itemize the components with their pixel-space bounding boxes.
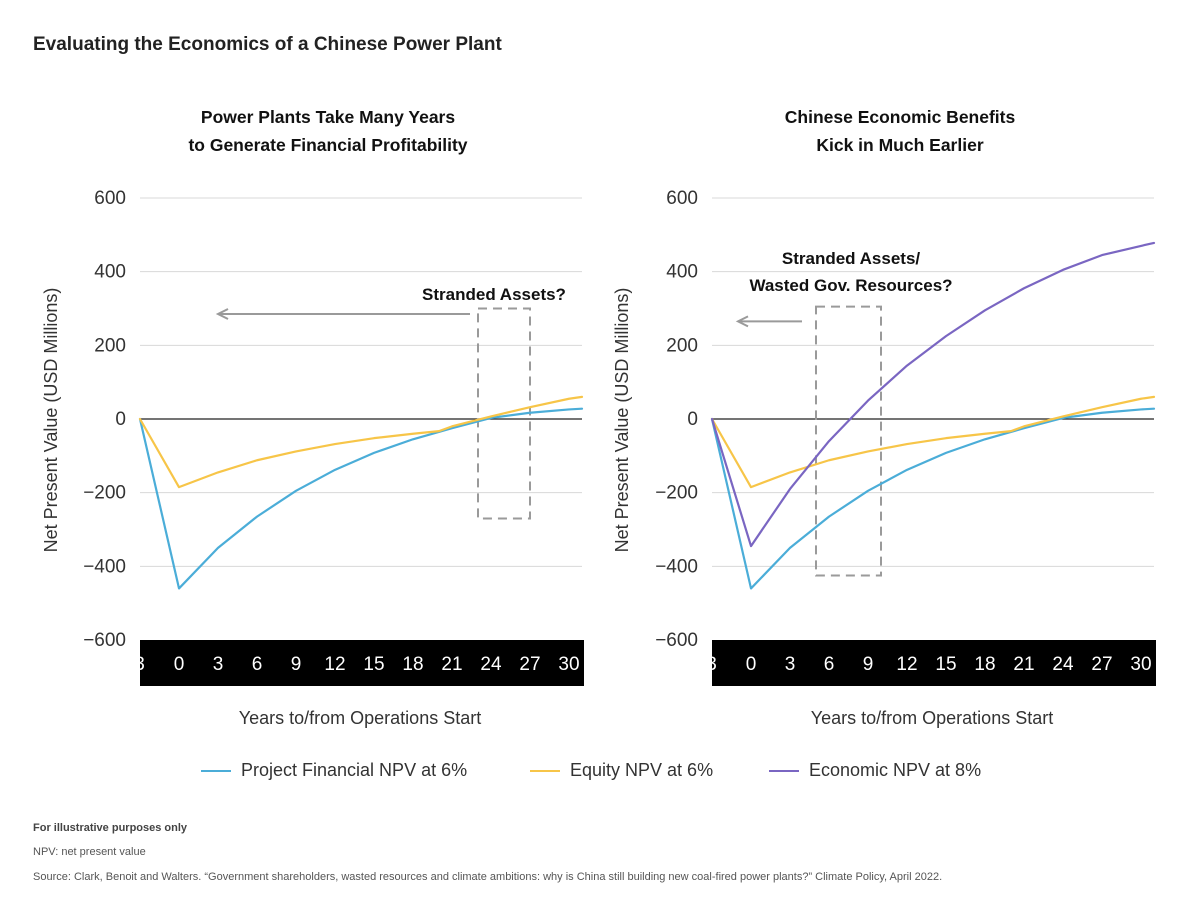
x-tick-label: 9 <box>291 654 302 675</box>
y-tick-label: 0 <box>687 409 698 430</box>
series-line-financial <box>710 407 1156 590</box>
footnote-source: Source: Clark, Benoit and Walters. “Gove… <box>33 871 943 883</box>
series-line-economic <box>710 241 1156 548</box>
x-tick-label: 21 <box>441 654 462 675</box>
x-tick-label: 24 <box>480 654 502 675</box>
x-tick-label: 12 <box>896 654 917 675</box>
chart-title-right: Chinese Economic Benefits Kick in Much E… <box>690 103 1110 159</box>
y-tick-label: −400 <box>655 556 698 577</box>
chart-title-left: Power Plants Take Many Years to Generate… <box>118 103 538 159</box>
y-tick-label: −200 <box>83 483 126 504</box>
legend-label-equity: Equity NPV at 6% <box>570 760 714 780</box>
y-tick-label: 400 <box>94 262 126 283</box>
legend-swatch-financial <box>201 769 231 772</box>
x-tick-label: 18 <box>974 654 995 675</box>
y-tick-label: 400 <box>666 262 698 283</box>
y-tick-label: 200 <box>666 335 698 356</box>
x-tick-label: 3 <box>785 654 796 675</box>
series-line-equity <box>138 395 584 489</box>
y-tick-label: 600 <box>94 188 126 209</box>
x-tick-label: 3 <box>213 654 224 675</box>
legend-label-economic: Economic NPV at 8% <box>809 760 982 780</box>
chart-left: 600 400 200 0 −200 −400 −600 −3 0 3 6 9 12 15 18 21 24 27… <box>41 188 584 728</box>
chart-title-left-line-1: Power Plants Take Many Years <box>200 107 456 127</box>
x-tick-label: 12 <box>324 654 345 675</box>
x-axis-label: Years to/from Operations Start <box>239 708 481 728</box>
x-axis-label: Years to/from Operations Start <box>811 708 1053 728</box>
x-tick-label: 0 <box>746 654 757 675</box>
chart-title-right-line-2: Kick in Much Earlier <box>816 135 984 155</box>
legend: Project Financial NPV at 6% Equity NPV a… <box>0 760 1200 784</box>
legend-item-economic: Economic NPV at 8% <box>769 760 981 781</box>
series-line-equity <box>710 395 1156 489</box>
y-axis-label: Net Present Value (USD Millions) <box>612 288 632 553</box>
y-tick-label: −400 <box>83 556 126 577</box>
x-tick-label: 6 <box>252 654 263 675</box>
legend-label-financial: Project Financial NPV at 6% <box>241 760 468 780</box>
y-tick-label: −600 <box>655 630 698 651</box>
annotation-text: Stranded Assets/ <box>782 249 921 268</box>
legend-item-equity: Equity NPV at 6% <box>530 760 713 781</box>
page-title: Evaluating the Economics of a Chinese Po… <box>33 34 502 55</box>
stranded-assets-box <box>815 305 882 577</box>
x-tick-label: 24 <box>1052 654 1074 675</box>
arrow-head <box>215 308 229 320</box>
x-tick-label: −3 <box>695 654 717 675</box>
x-tick-label: 27 <box>1091 654 1112 675</box>
chart-title-right-line-1: Chinese Economic Benefits <box>784 107 1016 127</box>
legend-item-financial: Project Financial NPV at 6% <box>201 760 467 781</box>
annotation-text: Stranded Assets? <box>422 285 566 304</box>
y-tick-label: 200 <box>94 335 126 356</box>
y-tick-label: 0 <box>115 409 126 430</box>
series-line-financial <box>138 407 584 590</box>
y-tick-label: −600 <box>83 630 126 651</box>
x-tick-label: 30 <box>558 654 579 675</box>
x-tick-label: −3 <box>123 654 145 675</box>
y-tick-label: 600 <box>666 188 698 209</box>
x-tick-label: 9 <box>863 654 874 675</box>
x-tick-label: 18 <box>402 654 423 675</box>
annotation-text: Wasted Gov. Resources? <box>749 276 952 295</box>
x-tick-label: 15 <box>363 654 384 675</box>
x-tick-label: 21 <box>1013 654 1034 675</box>
x-tick-label: 6 <box>824 654 835 675</box>
legend-swatch-equity <box>530 769 560 772</box>
chart-title-left-line-2: to Generate Financial Profitability <box>188 135 468 155</box>
y-axis-label: Net Present Value (USD Millions) <box>41 288 61 553</box>
chart-right: 600 400 200 0 −200 −400 −600 −3 0 3 6 9 12 15 18 21 24 27… <box>612 188 1156 728</box>
x-axis-band <box>140 640 584 686</box>
x-tick-label: 30 <box>1130 654 1151 675</box>
footnote-disclaimer: For illustrative purposes only <box>33 822 188 834</box>
arrow-head <box>735 315 749 328</box>
x-tick-label: 15 <box>935 654 956 675</box>
x-axis-band <box>712 640 1156 686</box>
x-tick-label: 27 <box>519 654 540 675</box>
x-tick-label: 0 <box>174 654 185 675</box>
y-tick-label: −200 <box>655 483 698 504</box>
footnote-npv-definition: NPV: net present value <box>33 846 146 858</box>
legend-swatch-economic <box>769 769 799 772</box>
